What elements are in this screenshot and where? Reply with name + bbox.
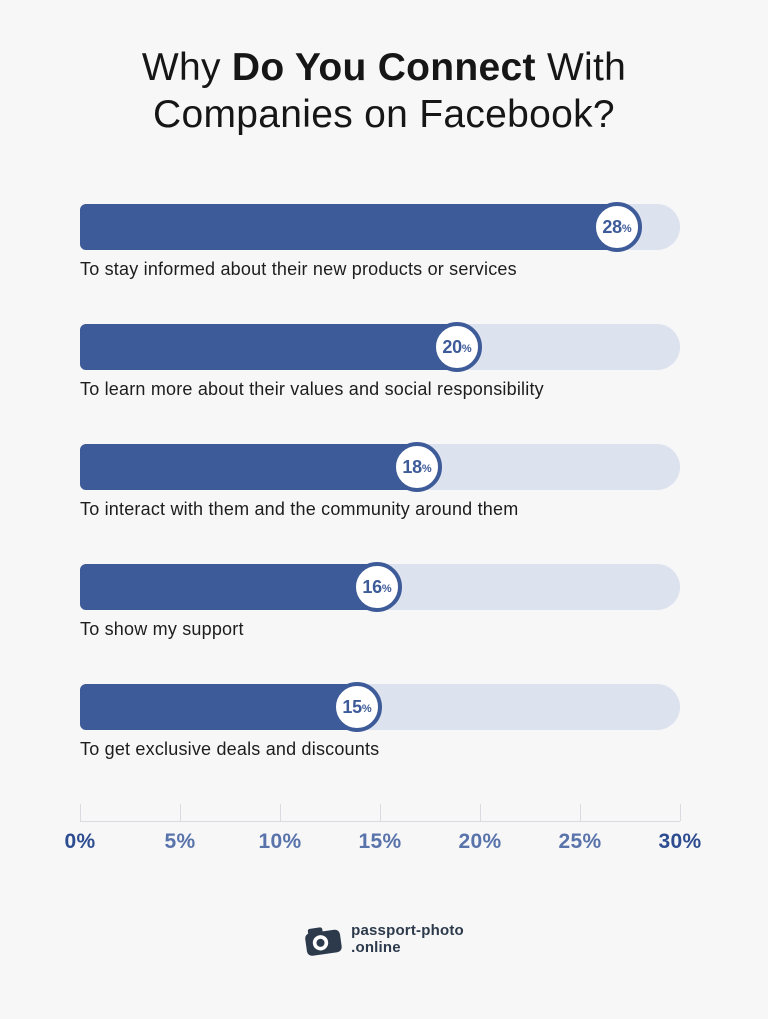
bar-chart: 28% To stay informed about their new pro…	[80, 202, 680, 760]
value-badge: 16%	[352, 562, 402, 612]
bar-track: 15%	[80, 682, 680, 732]
tick-mark	[80, 804, 81, 821]
camera-icon	[305, 926, 342, 956]
tick-label: 25%	[558, 830, 602, 853]
tick-mark	[480, 804, 481, 821]
tick-mark	[380, 804, 381, 821]
percent-sign: %	[421, 462, 432, 475]
tick-mark	[579, 804, 581, 821]
value-badge: 18%	[392, 442, 442, 492]
bar-fill: 16%	[80, 562, 402, 612]
bar-fill: 15%	[80, 682, 382, 732]
bar-label: To interact with them and the community …	[80, 499, 519, 519]
brand-name: passport-photo .online	[351, 922, 464, 956]
x-axis: 0% 5% 10% 15% 20% 25% 30%	[65, 804, 701, 860]
bar-row: 18% To interact with them and the commun…	[80, 442, 680, 520]
value-number: 28	[602, 216, 622, 237]
bar-track: 16%	[80, 562, 680, 612]
bar-fill: 20%	[80, 322, 482, 372]
bar-label: To show my support	[80, 619, 244, 639]
title-line2: Companies on Facebook?	[153, 93, 615, 136]
bar-row: 20% To learn more about their values and…	[80, 322, 680, 400]
bar-fill: 18%	[80, 442, 442, 492]
value-badge: 20%	[432, 322, 482, 372]
brand-line1: passport-photo	[351, 922, 464, 939]
title-text: With	[535, 46, 627, 89]
title-bold-text: Do You Connect	[231, 46, 536, 89]
bar-label: To get exclusive deals and discounts	[80, 739, 380, 759]
infographic: Why Do You Connect With Companies on Face…	[0, 44, 768, 956]
tick-mark	[279, 804, 281, 821]
percent-sign: %	[361, 702, 372, 715]
brand-line2: .online	[351, 939, 401, 956]
bar-track: 18%	[80, 442, 680, 492]
tick-label: 0%	[64, 830, 96, 853]
bar-fill: 28%	[80, 202, 642, 252]
footer-logo: passport-photo .online	[0, 922, 768, 956]
bar-row: 16% To show my support	[80, 562, 680, 640]
value-number: 20	[442, 336, 462, 357]
tick-label: 10%	[258, 830, 302, 853]
value-number: 15	[342, 696, 362, 717]
value-number: 16	[362, 576, 382, 597]
title-text: Why	[141, 46, 232, 89]
axis-baseline	[80, 821, 680, 822]
percent-sign: %	[381, 582, 392, 595]
bar-track: 28%	[80, 202, 680, 252]
tick-label: 15%	[358, 830, 402, 853]
bar-label: To learn more about their values and soc…	[80, 379, 544, 399]
value-badge: 15%	[332, 682, 382, 732]
bar-row: 15% To get exclusive deals and discounts	[80, 682, 680, 760]
bar-track: 20%	[80, 322, 680, 372]
page-title: Why Do You Connect With Companies on Face…	[34, 44, 734, 138]
tick-label: 5%	[164, 830, 196, 853]
tick-mark	[680, 804, 681, 821]
bar-label: To stay informed about their new product…	[80, 259, 517, 279]
bar-row: 28% To stay informed about their new pro…	[80, 202, 680, 280]
tick-label: 30%	[658, 830, 702, 853]
value-number: 18	[402, 456, 422, 477]
value-badge: 28%	[592, 202, 642, 252]
tick-label: 20%	[458, 830, 502, 853]
percent-sign: %	[621, 222, 632, 235]
percent-sign: %	[461, 342, 472, 355]
tick-mark	[180, 804, 181, 821]
